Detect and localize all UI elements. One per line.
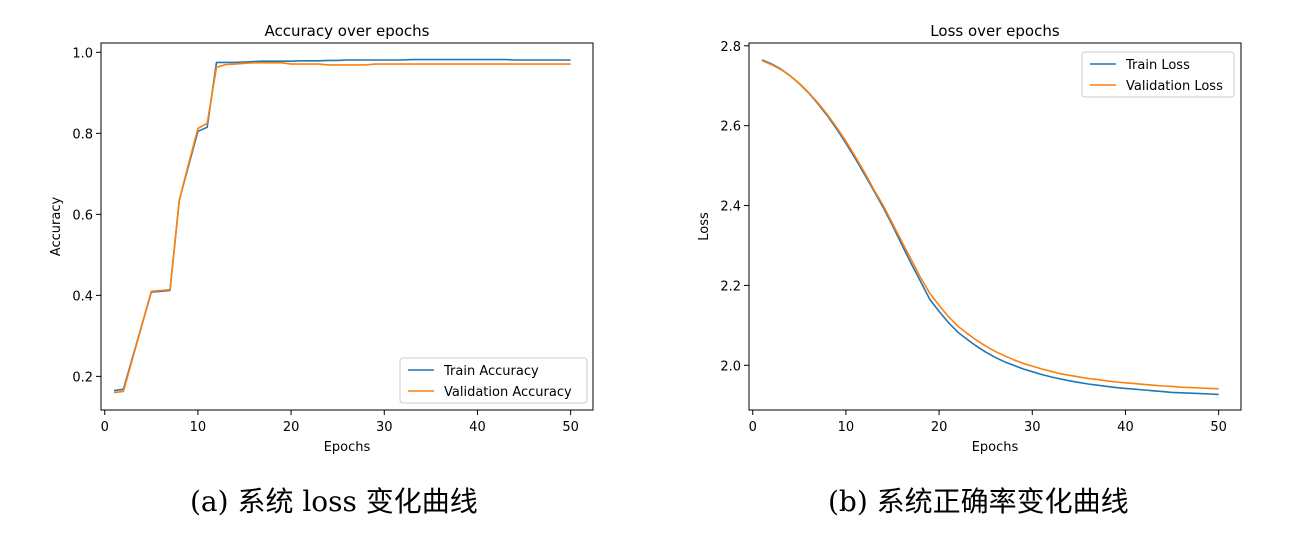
x-tick-label: 10 bbox=[838, 420, 855, 435]
y-tick-label: 2.2 bbox=[720, 279, 741, 294]
y-tick-label: 0.2 bbox=[72, 370, 93, 385]
x-tick-label: 0 bbox=[749, 420, 757, 435]
x-tick-label: 50 bbox=[562, 420, 579, 435]
legend-label-2: Validation Accuracy bbox=[444, 385, 572, 400]
legend-box bbox=[399, 357, 588, 404]
legend: Train Accuracy Validation Accuracy bbox=[399, 357, 588, 404]
y-tick-label: 0.8 bbox=[72, 127, 93, 142]
y-axis-label: Accuracy bbox=[49, 197, 64, 257]
y-tick-label: 1.0 bbox=[72, 46, 93, 61]
caption-b: (b) 系统正确率变化曲线 bbox=[828, 485, 1129, 518]
legend-label-2: Validation Loss bbox=[1126, 79, 1223, 94]
series-line-1 bbox=[113, 58, 571, 392]
x-tick-label: 0 bbox=[101, 420, 109, 435]
x-tick-label: 20 bbox=[283, 420, 300, 435]
x-tick-label: 40 bbox=[1117, 420, 1134, 435]
chart-loss: 0 10 20 30 40 50 2.0 2.2 2.4 2.6 2.8 Loss over epoc… bbox=[697, 22, 1242, 455]
x-tick-label: 30 bbox=[1024, 420, 1041, 435]
x-axis-label: Epochs bbox=[324, 440, 371, 455]
y-tick-label: 0.4 bbox=[72, 289, 93, 304]
caption-a: (a) 系统 loss 变化曲线 bbox=[190, 485, 478, 518]
y-tick-label: 2.0 bbox=[720, 359, 741, 374]
plot-frame bbox=[748, 42, 1242, 411]
y-tick-label: 0.6 bbox=[72, 208, 93, 223]
plot-frame bbox=[100, 42, 594, 411]
legend-label-1: Train Loss bbox=[1125, 58, 1190, 73]
x-axis-label: Epochs bbox=[972, 440, 1019, 455]
y-tick-label: 2.8 bbox=[720, 40, 741, 55]
chart-accuracy: 0 10 20 30 40 50 0.2 0.4 0.6 0.8 1.0 Accuracy over … bbox=[49, 22, 594, 455]
y-tick-label: 2.6 bbox=[720, 120, 741, 135]
x-tick-label: 30 bbox=[376, 420, 393, 435]
chart-title: Loss over epochs bbox=[930, 22, 1060, 40]
legend-label-1: Train Accuracy bbox=[443, 364, 539, 379]
series-line-2 bbox=[761, 59, 1219, 390]
y-tick-label: 2.4 bbox=[720, 200, 741, 215]
x-tick-label: 10 bbox=[190, 420, 207, 435]
legend-box bbox=[1081, 51, 1235, 98]
series-line-2 bbox=[113, 61, 571, 394]
y-axis-label: Loss bbox=[697, 212, 712, 241]
chart-title: Accuracy over epochs bbox=[265, 22, 430, 40]
x-tick-label: 50 bbox=[1210, 420, 1227, 435]
x-tick-label: 20 bbox=[931, 420, 948, 435]
legend: Train Loss Validation Loss bbox=[1081, 51, 1235, 98]
series-line-1 bbox=[761, 59, 1219, 396]
x-tick-label: 40 bbox=[469, 420, 486, 435]
